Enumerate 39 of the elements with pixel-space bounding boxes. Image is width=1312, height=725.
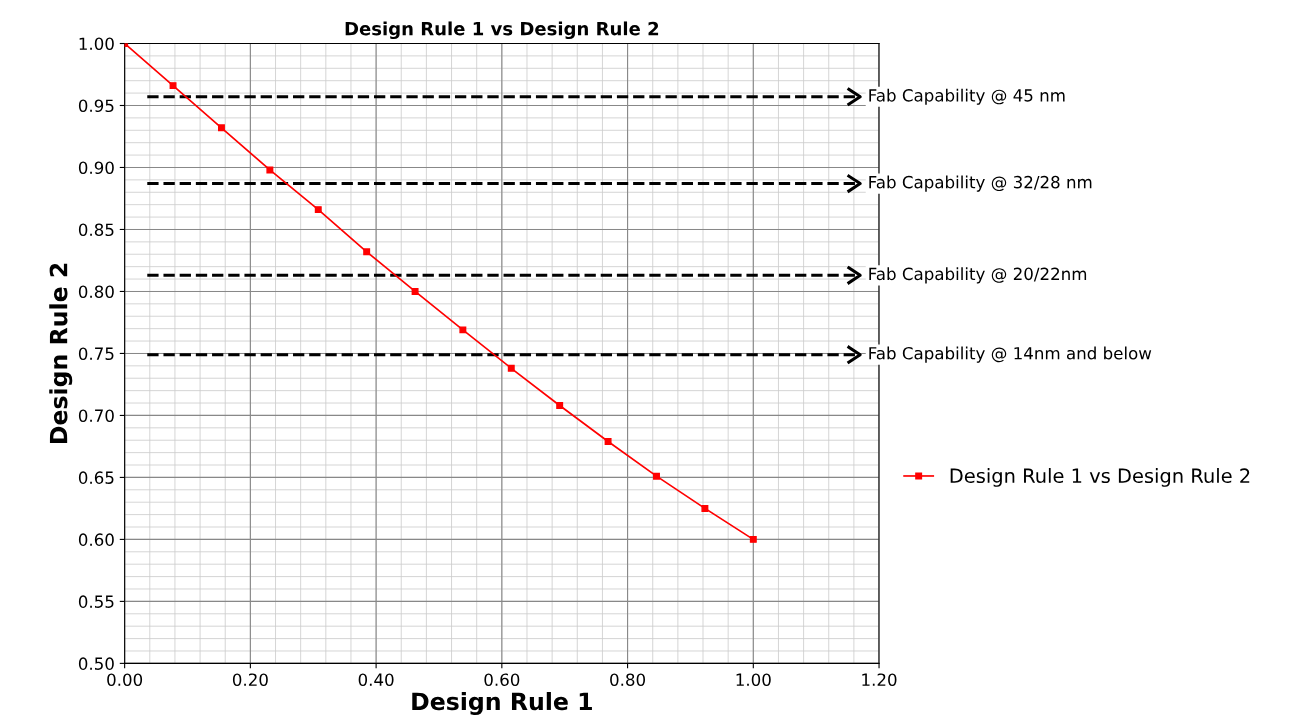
x-tick-label: 0.00 <box>107 673 143 686</box>
y-axis-title: Design Rule 2 <box>49 263 73 443</box>
y-tick-label: 0.50 <box>78 657 114 670</box>
y-tick-label: 0.75 <box>78 347 114 361</box>
point <box>556 402 564 409</box>
point <box>266 166 274 174</box>
x-tick-label: 0.20 <box>232 673 268 686</box>
ref-line-label: Fab Capability @ 45 nm <box>869 88 1065 105</box>
ref-line-label: Fab Capability @ 14nm and below <box>869 346 1152 363</box>
x-tick-label: 0.40 <box>358 673 394 686</box>
point <box>604 437 612 445</box>
chart-title: Design Rule 1 vs Design Rule 2 <box>345 21 659 40</box>
x-tick-label: 0.60 <box>484 673 520 686</box>
point <box>701 504 709 512</box>
y-tick-label: 0.70 <box>78 409 114 422</box>
point <box>411 287 419 295</box>
point <box>749 535 757 543</box>
point <box>459 326 467 334</box>
ref-line-label: Fab Capability @ 20/22nm <box>869 267 1087 284</box>
point <box>653 472 660 480</box>
x-tick-label: 0.80 <box>610 673 646 686</box>
y-tick-label: 0.95 <box>78 99 114 113</box>
y-tick-label: 0.55 <box>78 595 114 608</box>
x-tick-label: 1.20 <box>862 673 897 686</box>
x-axis-title: Design Rule 1 <box>412 692 592 716</box>
point <box>169 82 177 90</box>
x-tick-label: 1.00 <box>736 673 771 686</box>
point <box>507 364 515 372</box>
point <box>314 206 322 214</box>
point <box>363 248 371 256</box>
y-tick-label: 0.90 <box>78 161 114 175</box>
y-tick-label: 1.00 <box>79 37 114 51</box>
y-tick-label: 0.60 <box>78 533 114 546</box>
y-tick-label: 0.85 <box>78 223 114 237</box>
legend-label: Design Rule 1 vs Design Rule 2 <box>950 468 1250 487</box>
point <box>217 124 225 132</box>
y-tick-label: 0.80 <box>78 285 114 299</box>
ref-line-label: Fab Capability @ 32/28 nm <box>869 175 1092 192</box>
y-tick-label: 0.65 <box>78 471 114 484</box>
